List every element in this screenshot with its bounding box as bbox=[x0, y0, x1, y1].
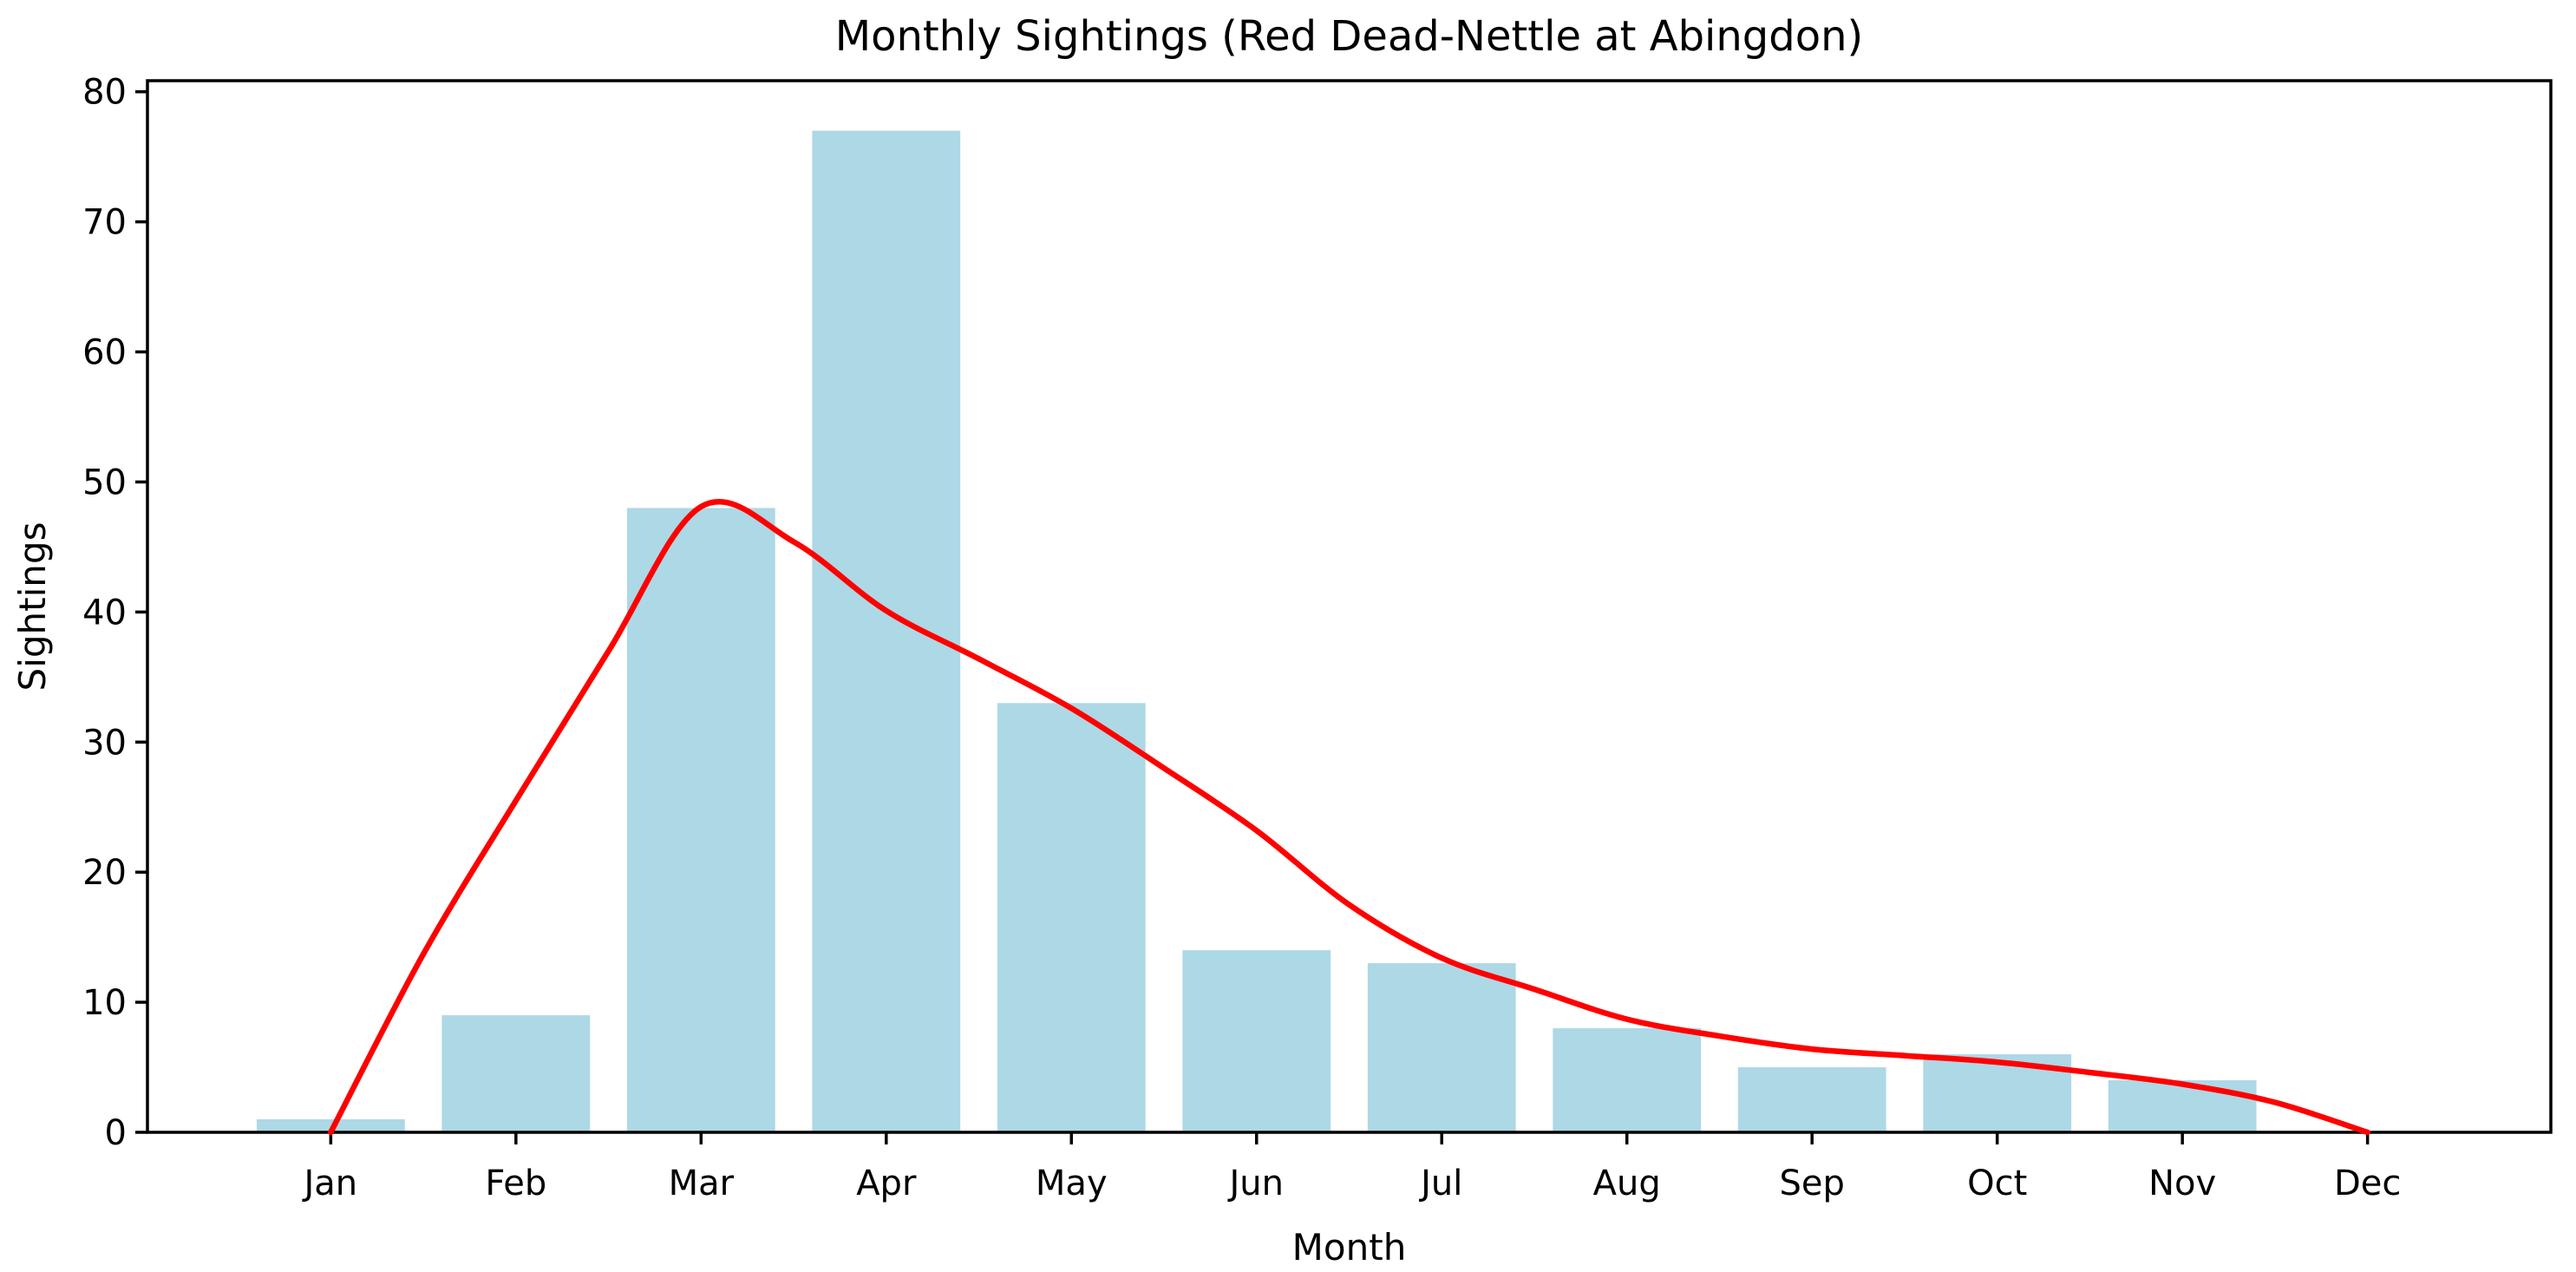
x-tick-label: Jul bbox=[1418, 1164, 1462, 1203]
x-tick-label: Sep bbox=[1780, 1164, 1845, 1203]
ticks-layer: 0 10 20 30 40 50 60 70 80 Jan Feb Mar Apr May Jun Jul Au… bbox=[82, 73, 2401, 1203]
bar-jul bbox=[1367, 963, 1516, 1132]
bar-mar bbox=[626, 508, 775, 1132]
y-tick-label: 10 bbox=[82, 983, 127, 1023]
x-tick-label: Nov bbox=[2148, 1164, 2216, 1203]
bar-apr bbox=[812, 130, 961, 1133]
x-axis-label: Month bbox=[1292, 1226, 1407, 1269]
bars-layer bbox=[256, 130, 2257, 1133]
bar-may bbox=[997, 703, 1146, 1132]
y-tick-label: 0 bbox=[105, 1113, 127, 1153]
plot-border bbox=[146, 79, 2553, 1134]
bar-jan bbox=[256, 1119, 405, 1132]
x-tick-label: Jun bbox=[1227, 1164, 1285, 1203]
bar-nov bbox=[2108, 1080, 2257, 1132]
bar-aug bbox=[1553, 1028, 1702, 1132]
y-tick-label: 60 bbox=[82, 333, 127, 373]
bar-feb bbox=[441, 1015, 591, 1132]
x-tick-label: Feb bbox=[485, 1164, 546, 1203]
x-tick-label: Dec bbox=[2334, 1164, 2401, 1203]
x-tick-label: Mar bbox=[669, 1164, 735, 1203]
bar-sep bbox=[1737, 1067, 1886, 1132]
y-tick-label: 70 bbox=[82, 203, 127, 243]
y-tick-label: 20 bbox=[82, 853, 127, 893]
x-tick-label: May bbox=[1036, 1164, 1108, 1203]
y-axis-label: Sightings bbox=[11, 522, 54, 692]
bar-jun bbox=[1182, 950, 1331, 1132]
y-tick-label: 50 bbox=[82, 462, 127, 502]
chart-title: Monthly Sightings (Red Dead-Nettle at Ab… bbox=[835, 12, 1864, 61]
trend-line bbox=[328, 499, 2370, 1136]
x-tick-label: Jan bbox=[302, 1164, 358, 1203]
y-tick-label: 30 bbox=[82, 723, 127, 763]
x-tick-label: Oct bbox=[1967, 1164, 2027, 1203]
x-tick-label: Apr bbox=[856, 1164, 917, 1203]
y-tick-label: 80 bbox=[82, 73, 127, 113]
x-tick-label: Aug bbox=[1593, 1164, 1661, 1203]
y-tick-label: 40 bbox=[82, 593, 127, 633]
